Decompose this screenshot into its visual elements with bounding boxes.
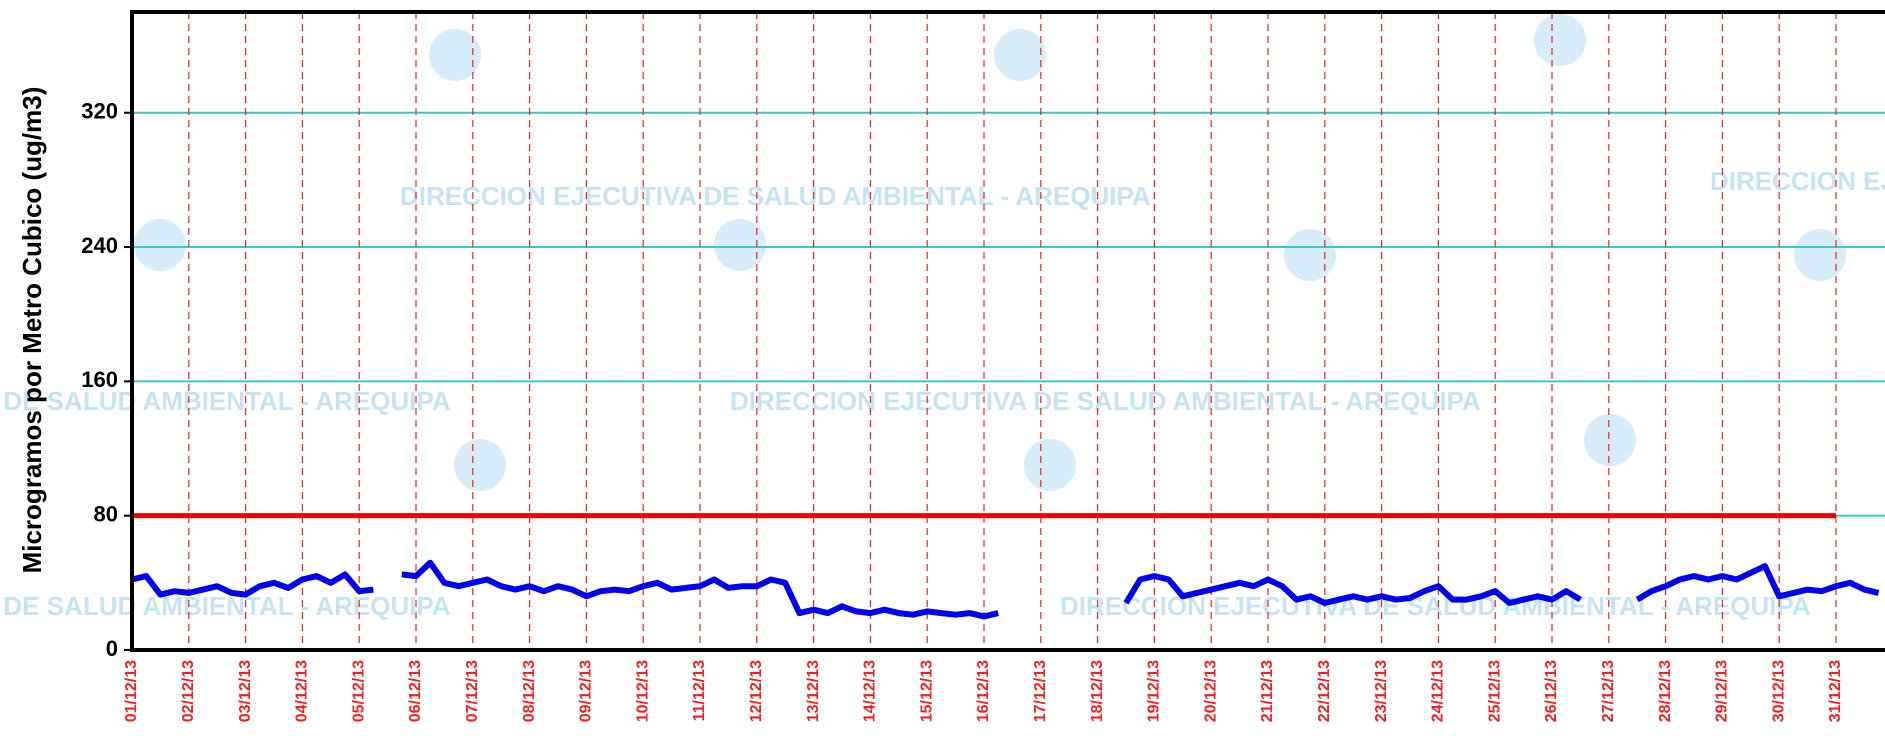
x-tick-label: 12/12/13 (748, 660, 765, 722)
x-tick-label: 31/12/13 (1827, 660, 1844, 722)
y-tick-label: 0 (106, 636, 118, 661)
x-tick-label: 03/12/13 (237, 660, 254, 722)
x-tick-label: 27/12/13 (1600, 660, 1617, 722)
watermark: DIRECCION EJECUTIVA DE SALUD AMBIENTAL -… (730, 386, 1481, 416)
background-logos (134, 14, 1846, 491)
y-axis-label: Microgramos por Metro Cubico (ug/m3) (17, 87, 47, 574)
x-tick-label: 14/12/13 (862, 660, 879, 722)
x-tick-label: 05/12/13 (350, 660, 367, 722)
watermark: DIRECCION EJECUTIVA DE SALUD AMBIENTAL -… (1060, 591, 1811, 621)
x-tick-label: 09/12/13 (578, 660, 595, 722)
x-tick-label: 18/12/13 (1089, 660, 1106, 722)
x-tick-label: 17/12/13 (1032, 660, 1049, 722)
x-tick-label: 06/12/13 (407, 660, 424, 722)
x-tick-label: 07/12/13 (464, 660, 481, 722)
x-tick-label: 28/12/13 (1657, 660, 1674, 722)
watermark: DIRECCION EJECUTIVA DE SALUD AMBIENTAL -… (0, 591, 451, 621)
x-tick-label: 29/12/13 (1714, 660, 1731, 722)
x-tick-label: 24/12/13 (1430, 660, 1447, 722)
x-tick-label: 22/12/13 (1316, 660, 1333, 722)
x-tick-label: 02/12/13 (180, 660, 197, 722)
y-tick-label: 80 (94, 501, 118, 526)
x-tick-label: 08/12/13 (521, 660, 538, 722)
x-tick-label: 25/12/13 (1486, 660, 1503, 722)
x-tick-label: 11/12/13 (691, 660, 708, 722)
x-tick-label: 16/12/13 (975, 660, 992, 722)
x-tick-label: 26/12/13 (1543, 660, 1560, 722)
x-tick-label: 13/12/13 (805, 660, 822, 722)
x-tick-label: 20/12/13 (1202, 660, 1219, 722)
x-tick-label: 04/12/13 (294, 660, 311, 722)
watermark: DIRECCION EJECUTIVA DE SALUD AMBIENTAL -… (400, 181, 1151, 211)
watermark: DIRECCION EJECUTIVA DE SALUD AMBIENTAL -… (1710, 166, 1885, 196)
y-tick-label: 160 (81, 367, 118, 392)
x-tick-label: 15/12/13 (918, 660, 935, 722)
x-tick-label: 01/12/13 (123, 660, 140, 722)
x-tick-label: 23/12/13 (1373, 660, 1390, 722)
x-tick-label: 10/12/13 (634, 660, 651, 722)
data-line (131, 559, 1880, 620)
x-tick-label: 30/12/13 (1770, 660, 1787, 722)
watermark: DIRECCION EJECUTIVA DE SALUD AMBIENTAL -… (0, 386, 451, 416)
x-tick-label: 21/12/13 (1259, 660, 1276, 722)
y-tick-label: 320 (81, 99, 118, 124)
x-tick-label: 19/12/13 (1146, 660, 1163, 722)
y-tick-label: 240 (81, 233, 118, 258)
